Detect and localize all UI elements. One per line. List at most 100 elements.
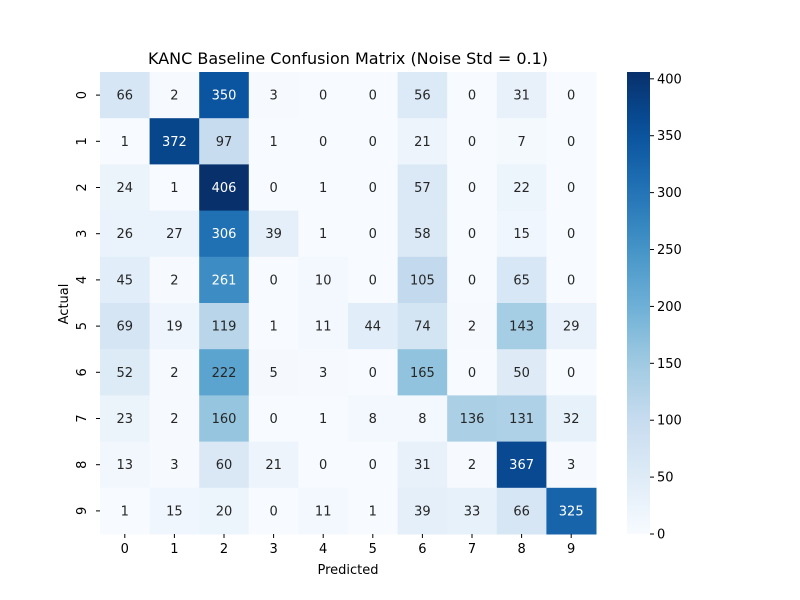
cell-value-label: 306	[212, 227, 237, 242]
y-axis-ticks: 0 1 2 3 4 5 6 7 8 9	[75, 91, 100, 515]
cell-value-label: 1	[319, 227, 327, 242]
cell-value-label: 22	[513, 181, 530, 196]
heatmap-cell	[546, 349, 597, 396]
cell-value-label: 27	[166, 227, 183, 242]
heatmap-cell	[348, 72, 399, 119]
cell-value-label: 74	[414, 320, 431, 335]
cell-value-label: 165	[410, 366, 435, 381]
heatmap-cell	[199, 256, 250, 304]
heatmap-cell	[546, 395, 597, 443]
cell-value-label: 39	[414, 504, 431, 519]
heatmap-cell	[496, 164, 547, 212]
colorbar-tick-label: 300	[657, 186, 682, 201]
cell-value-label: 1	[121, 135, 129, 150]
heatmap-cell	[100, 303, 151, 350]
cell-value-label: 2	[170, 273, 178, 288]
cell-value-label: 0	[319, 89, 327, 104]
heatmap-cell	[348, 349, 399, 396]
heatmap-cell	[348, 441, 399, 489]
x-axis-ticks: 0 1 2 3 4 5 6 7 8 9	[121, 534, 575, 557]
x-tick-label: 6	[418, 542, 426, 557]
heatmap-cell	[100, 487, 151, 535]
cell-value-label: 325	[559, 504, 584, 519]
heatmap-cell	[149, 256, 200, 304]
cell-value-label: 0	[369, 458, 377, 473]
cell-value-label: 143	[509, 320, 534, 335]
heatmap-cell	[447, 72, 498, 119]
heatmap-cell	[546, 303, 597, 350]
cell-value-label: 11	[315, 320, 332, 335]
heatmap-cell	[298, 256, 349, 304]
heatmap-cell	[397, 303, 448, 350]
y-tick-label: 7	[75, 414, 90, 422]
heatmap-cell	[447, 303, 498, 350]
heatmap-cell	[298, 349, 349, 396]
heatmap-cell	[248, 256, 299, 304]
heatmap-cell	[496, 349, 547, 396]
cell-value-label: 23	[117, 412, 134, 427]
heatmap-cell	[248, 118, 299, 165]
heatmap-cell	[447, 164, 498, 212]
heatmap-cell	[298, 118, 349, 165]
cell-value-label: 0	[369, 366, 377, 381]
cell-value-label: 0	[468, 181, 476, 196]
heatmap-cell	[546, 72, 597, 119]
heatmap-cell	[248, 210, 299, 258]
heatmap-cell	[496, 487, 547, 535]
cell-value-label: 21	[265, 458, 282, 473]
heatmap-cell	[298, 72, 349, 119]
heatmap-cell	[348, 210, 399, 258]
cell-value-label: 1	[170, 181, 178, 196]
cell-value-label: 0	[269, 504, 277, 519]
cell-value-label: 160	[212, 412, 237, 427]
cell-value-label: 50	[513, 366, 530, 381]
x-tick-label: 4	[319, 542, 327, 557]
heatmap-cell	[298, 441, 349, 489]
heatmap-cell	[447, 395, 498, 443]
x-tick-label: 3	[269, 542, 277, 557]
cell-value-label: 65	[513, 273, 530, 288]
cell-value-label: 119	[212, 320, 237, 335]
heatmap-cell	[397, 349, 448, 396]
heatmap-cell	[199, 210, 250, 258]
y-tick-label: 9	[75, 507, 90, 515]
cell-value-label: 0	[369, 89, 377, 104]
colorbar-tick-label: 100	[657, 414, 682, 429]
cell-value-label: 2	[170, 412, 178, 427]
cell-value-label: 367	[509, 458, 534, 473]
heatmap-cell	[248, 487, 299, 535]
heatmap-cell	[149, 349, 200, 396]
heatmap-cell	[199, 118, 250, 165]
cell-value-label: 58	[414, 227, 431, 242]
cell-value-label: 29	[563, 320, 580, 335]
cell-value-label: 222	[212, 366, 237, 381]
cell-value-label: 0	[567, 273, 575, 288]
heatmap-cell	[199, 164, 250, 212]
cell-value-label: 31	[414, 458, 431, 473]
cell-value-label: 31	[513, 89, 530, 104]
heatmap-cell	[199, 487, 250, 535]
heatmap-cell	[248, 164, 299, 212]
cell-value-label: 1	[369, 504, 377, 519]
heatmap-cell	[348, 303, 399, 350]
x-tick-label: 9	[567, 542, 575, 557]
y-tick-label: 2	[75, 183, 90, 191]
x-tick-label: 0	[121, 542, 129, 557]
x-tick-label: 8	[517, 542, 525, 557]
cell-value-label: 0	[468, 273, 476, 288]
heatmap-cell	[100, 210, 151, 258]
cell-value-label: 19	[166, 320, 183, 335]
cell-value-label: 3	[269, 89, 277, 104]
y-tick-label: 0	[75, 91, 90, 99]
cell-value-label: 372	[162, 135, 187, 150]
cell-value-label: 3	[319, 366, 327, 381]
cell-value-label: 8	[418, 412, 426, 427]
heatmap-cell	[397, 487, 448, 535]
heatmap-cell	[100, 395, 151, 443]
colorbar-tick-label: 50	[657, 471, 674, 486]
heatmap-cell	[546, 164, 597, 212]
y-axis-label: Actual	[57, 284, 72, 325]
heatmap-cell	[496, 256, 547, 304]
cell-value-label: 2	[468, 320, 476, 335]
